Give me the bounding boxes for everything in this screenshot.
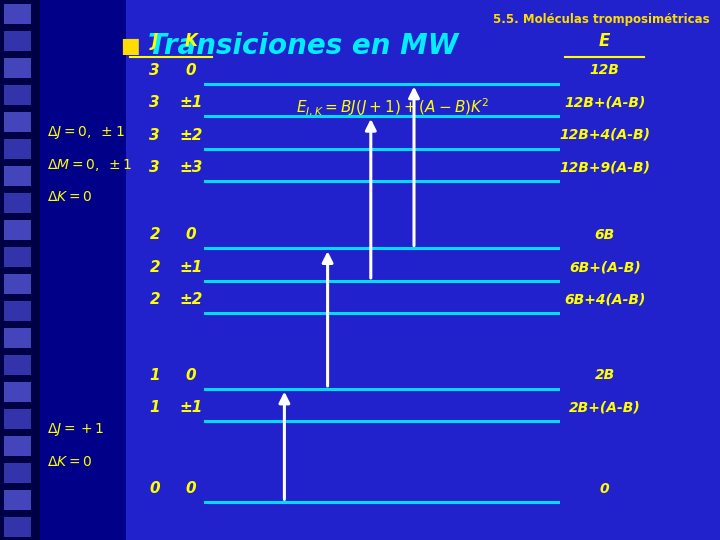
Text: E: E [599, 31, 611, 50]
Text: 2B+(A-B): 2B+(A-B) [569, 401, 641, 415]
Text: ±1: ±1 [179, 400, 202, 415]
Bar [4, 382, 31, 402]
Text: 12B+9(A-B): 12B+9(A-B) [559, 160, 650, 174]
Text: 0: 0 [186, 227, 196, 242]
Text: 6B+4(A-B): 6B+4(A-B) [564, 293, 646, 307]
Text: ±2: ±2 [179, 292, 202, 307]
Bar [4, 166, 31, 186]
Text: 2B: 2B [595, 368, 615, 382]
Bar [4, 112, 31, 132]
Bar [4, 355, 31, 375]
Bar [4, 85, 31, 105]
Text: 3: 3 [150, 160, 160, 175]
Text: $\Delta K = 0$: $\Delta K = 0$ [47, 190, 92, 204]
Text: 0: 0 [186, 481, 196, 496]
Text: 1: 1 [150, 368, 160, 383]
Text: ±3: ±3 [179, 160, 202, 175]
Bar [4, 517, 31, 537]
Text: 12B+(A-B): 12B+(A-B) [564, 96, 646, 110]
Bar [4, 193, 31, 213]
Text: 3: 3 [150, 95, 160, 110]
Text: ■: ■ [120, 36, 140, 56]
Text: $\Delta J = 0,\ \pm 1$: $\Delta J = 0,\ \pm 1$ [47, 124, 125, 141]
Bar [4, 31, 31, 51]
Text: 3: 3 [150, 127, 160, 143]
Bar [4, 463, 31, 483]
Bar [4, 220, 31, 240]
Text: 12B+4(A-B): 12B+4(A-B) [559, 128, 650, 142]
Bar [4, 58, 31, 78]
Bar [0, 0, 40, 540]
Text: $\Delta K = 0$: $\Delta K = 0$ [47, 455, 92, 469]
Text: 6B+(A-B): 6B+(A-B) [569, 260, 641, 274]
Bar [0, 0, 126, 540]
Text: 5.5. Moléculas tromposimétricas: 5.5. Moléculas tromposimétricas [492, 14, 709, 26]
Text: 3: 3 [150, 63, 160, 78]
Text: 2: 2 [150, 292, 160, 307]
Text: $\Delta M = 0,\ \pm 1$: $\Delta M = 0,\ \pm 1$ [47, 157, 132, 173]
Bar [4, 328, 31, 348]
Text: Transiciones en MW: Transiciones en MW [148, 32, 458, 60]
Text: 1: 1 [150, 400, 160, 415]
Text: 6B: 6B [595, 228, 615, 242]
Text: 0: 0 [186, 368, 196, 383]
Text: 12B: 12B [590, 63, 620, 77]
Text: ±1: ±1 [179, 260, 202, 275]
Text: 0: 0 [600, 482, 610, 496]
Bar [4, 274, 31, 294]
Bar [4, 409, 31, 429]
Bar [4, 301, 31, 321]
Text: 0: 0 [186, 63, 196, 78]
Text: 2: 2 [150, 227, 160, 242]
Bar [4, 4, 31, 24]
Text: $\Delta J = +1$: $\Delta J = +1$ [47, 421, 104, 438]
Bar [4, 436, 31, 456]
Bar [4, 139, 31, 159]
Bar [4, 247, 31, 267]
Text: J: J [152, 31, 158, 50]
Text: ±2: ±2 [179, 127, 202, 143]
Text: 2: 2 [150, 260, 160, 275]
Text: K: K [184, 31, 197, 50]
Text: 0: 0 [150, 481, 160, 496]
Text: $E_{J,K} = BJ(J+1)+(A-B)K^2$: $E_{J,K} = BJ(J+1)+(A-B)K^2$ [296, 96, 489, 120]
Text: ±1: ±1 [179, 95, 202, 110]
Bar [4, 490, 31, 510]
